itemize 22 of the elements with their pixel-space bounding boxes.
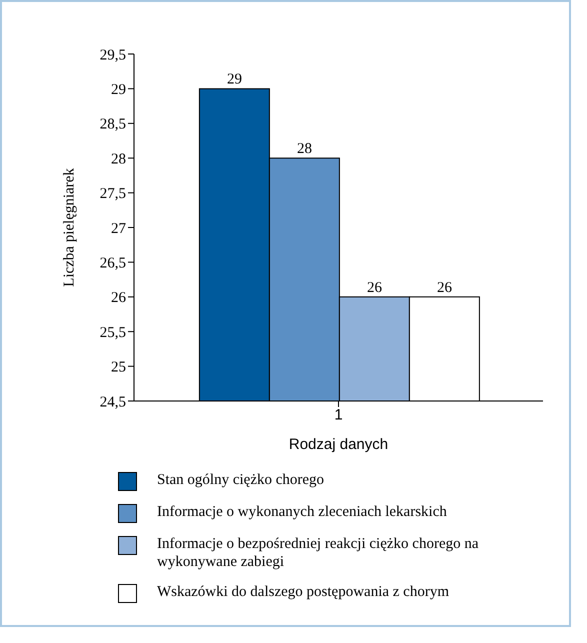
legend-label: Informacje o wykonanych zleceniach lekarskich [157, 503, 447, 521]
y-tick-label: 29 [111, 82, 126, 98]
y-tick-label: 24,5 [100, 394, 126, 410]
legend-label: Wskazówki do dalszego postępowania z chorym [157, 583, 449, 601]
y-axis-title: Liczba pielęgniarek [61, 168, 78, 287]
y-tick-label: 28,5 [100, 116, 126, 133]
y-tick-label: 25,5 [100, 324, 126, 341]
data-label: 26 [366, 280, 382, 296]
y-tick-label: 28 [111, 151, 126, 168]
data-label: 26 [436, 280, 452, 296]
y-tick-label: 29,5 [100, 47, 126, 64]
y-tick-label: 26 [111, 290, 126, 306]
legend-label: Informacje o bezpośredniej reakcji ciężko chorego na wykonywane zabiegi [157, 535, 480, 571]
data-label: 29 [226, 72, 242, 88]
y-tick-label: 25 [111, 360, 126, 376]
x-axis-title: Rodzaj danych [288, 436, 388, 453]
y-tick-label: 26,5 [100, 256, 126, 272]
y-tick-label: 27 [111, 220, 126, 237]
x-tick-label: 1 [334, 406, 343, 424]
data-label: 28 [296, 141, 312, 158]
legend-label: Stan ogólny ciężko chorego [157, 471, 324, 489]
y-tick-label: 27,5 [100, 186, 126, 202]
